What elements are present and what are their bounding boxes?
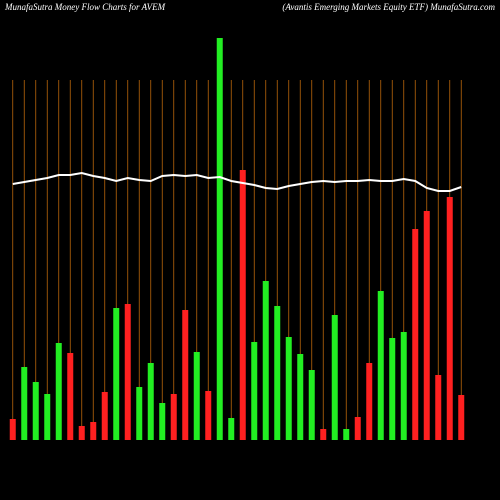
bar [205,391,212,440]
bar [67,353,74,440]
bar [9,419,16,440]
bar [136,387,143,440]
bar [458,395,465,440]
bar [423,211,430,440]
bar [101,392,108,440]
bar [331,315,338,440]
bar [274,306,281,440]
bar [182,310,189,440]
chart-subtitle: (Avantis Emerging Markets Equity ETF) Mu… [282,2,495,12]
bar [343,429,350,440]
bar [239,170,246,440]
bar [251,342,258,440]
bar [366,363,373,440]
bar [446,197,453,440]
bar [320,429,327,440]
bar [44,394,51,440]
bar [21,367,28,440]
money-flow-line [12,171,462,192]
bar [262,281,269,440]
bar [90,422,97,440]
bar [377,291,384,440]
bar [32,382,39,440]
bar [308,370,315,440]
bar [170,394,177,440]
bar [228,418,235,440]
bar [193,352,200,440]
bar [124,304,131,440]
bar [354,417,361,440]
bar [55,343,62,440]
bar [389,338,396,440]
bar [78,426,85,440]
bar [400,332,407,440]
chart-title: MunafaSutra Money Flow Charts for AVEM [4,2,166,12]
bar [159,403,166,440]
bar [216,38,223,440]
bar [113,308,120,440]
bar [435,375,442,440]
bar [412,229,419,440]
bar [297,354,304,440]
bar [147,363,154,440]
bar [285,337,292,440]
